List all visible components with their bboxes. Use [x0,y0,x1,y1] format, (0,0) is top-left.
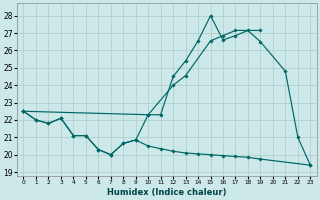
X-axis label: Humidex (Indice chaleur): Humidex (Indice chaleur) [107,188,227,197]
